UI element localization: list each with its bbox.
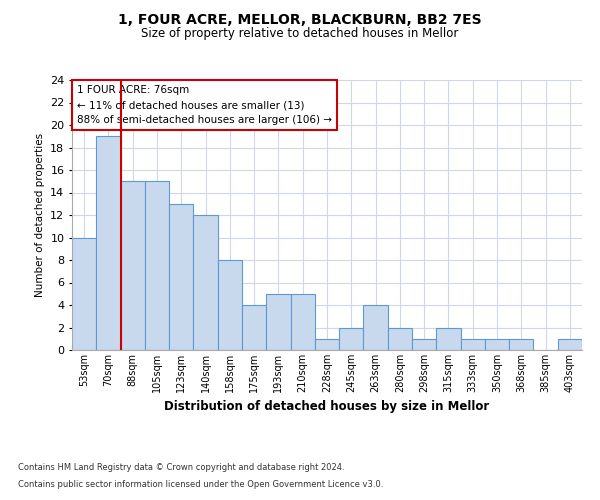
Bar xyxy=(388,328,412,350)
Text: Size of property relative to detached houses in Mellor: Size of property relative to detached ho… xyxy=(142,28,458,40)
X-axis label: Distribution of detached houses by size in Mellor: Distribution of detached houses by size … xyxy=(164,400,490,413)
Bar xyxy=(290,294,315,350)
Bar xyxy=(121,181,145,350)
Bar xyxy=(193,215,218,350)
Bar xyxy=(169,204,193,350)
Bar xyxy=(436,328,461,350)
Bar xyxy=(315,339,339,350)
Bar xyxy=(218,260,242,350)
Bar xyxy=(364,305,388,350)
Text: Contains public sector information licensed under the Open Government Licence v3: Contains public sector information licen… xyxy=(18,480,383,489)
Bar xyxy=(558,339,582,350)
Bar xyxy=(145,181,169,350)
Bar xyxy=(485,339,509,350)
Y-axis label: Number of detached properties: Number of detached properties xyxy=(35,133,44,297)
Bar xyxy=(266,294,290,350)
Text: 1 FOUR ACRE: 76sqm
← 11% of detached houses are smaller (13)
88% of semi-detache: 1 FOUR ACRE: 76sqm ← 11% of detached hou… xyxy=(77,86,332,125)
Bar xyxy=(339,328,364,350)
Bar xyxy=(242,305,266,350)
Bar xyxy=(96,136,121,350)
Bar xyxy=(461,339,485,350)
Bar xyxy=(412,339,436,350)
Text: 1, FOUR ACRE, MELLOR, BLACKBURN, BB2 7ES: 1, FOUR ACRE, MELLOR, BLACKBURN, BB2 7ES xyxy=(118,12,482,26)
Bar xyxy=(509,339,533,350)
Text: Contains HM Land Registry data © Crown copyright and database right 2024.: Contains HM Land Registry data © Crown c… xyxy=(18,464,344,472)
Bar xyxy=(72,238,96,350)
